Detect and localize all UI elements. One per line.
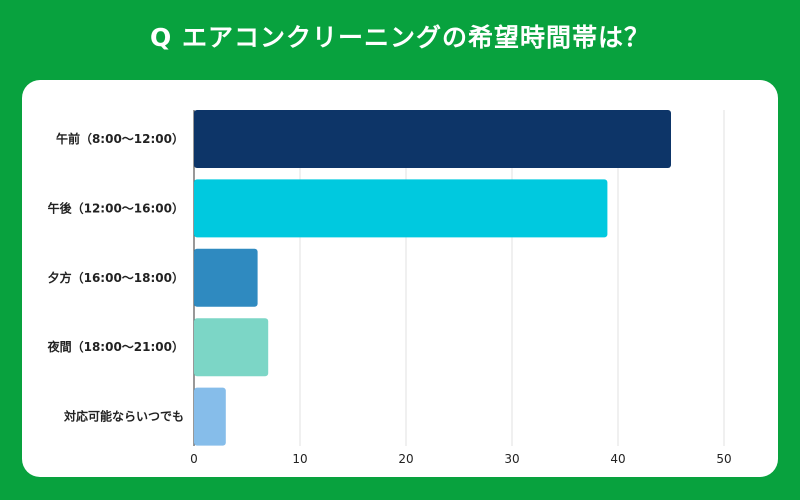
bars — [194, 110, 671, 446]
x-tick-label: 50 — [716, 452, 731, 466]
category-label: 午後（12:00～16:00） — [48, 200, 184, 215]
x-tick-label: 20 — [398, 452, 413, 466]
bar-3 — [194, 248, 258, 307]
category-labels: 午前（8:00～12:00） 午後（12:00～16:00） 夕方（16:00～18… — [47, 131, 184, 424]
bar-4 — [194, 318, 269, 377]
category-label: 対応可能ならいつでも — [63, 409, 184, 424]
x-tick-label: 30 — [504, 452, 519, 466]
category-label: 夕方（16:00～18:00） — [48, 270, 184, 285]
category-label: 午前（8:00～12:00） — [56, 131, 184, 146]
bar-2 — [194, 179, 608, 238]
bar-1 — [194, 110, 671, 168]
chart-title: Q エアコンクリーニングの希望時間帯は？ — [150, 23, 650, 52]
x-tick-label: 0 — [190, 452, 198, 466]
x-tick-labels: 0 10 20 30 40 50 — [190, 452, 731, 466]
bar-5 — [194, 387, 226, 446]
x-tick-label: 40 — [610, 452, 625, 466]
x-tick-label: 10 — [292, 452, 307, 466]
category-label: 夜間（18:00～21:00） — [47, 339, 184, 354]
